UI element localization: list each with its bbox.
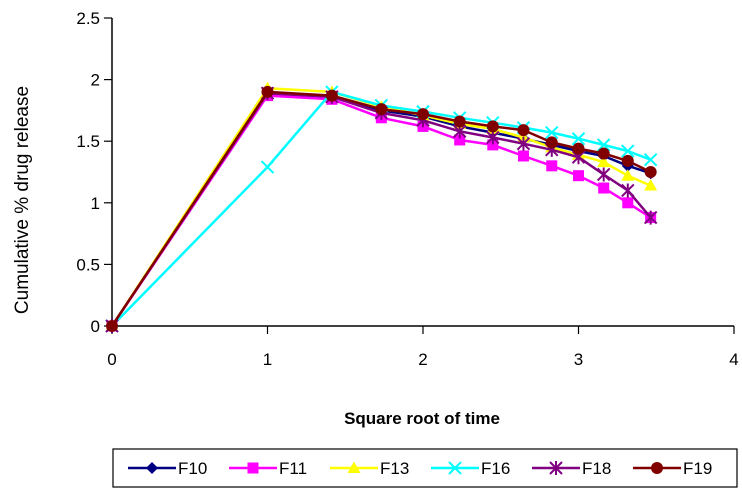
data-point-f19 [621,154,634,167]
y-tick-label: 2 [91,71,100,90]
x-tick-label: 0 [107,350,116,369]
legend-item-f19: F19 [633,459,712,478]
x-axis-title: Square root of time [344,409,500,428]
series-line-f10 [110,91,652,327]
data-point-f19 [597,147,610,160]
series-group [105,81,658,333]
legend-label: F13 [380,459,409,478]
data-point-f11 [573,170,584,182]
legend-marker [448,461,462,475]
y-tick-label: 0.5 [76,255,100,274]
legend-marker [247,462,259,474]
legend-item-f10: F10 [128,459,207,478]
data-point-f18 [486,130,500,145]
legend-item-f18: F18 [532,459,611,478]
data-point-f11 [598,182,610,194]
data-point-f18 [596,167,611,182]
legend: F10 F11 F13 F16 F18 F19 [112,448,738,488]
data-point-f16 [260,160,275,174]
data-point-f19 [325,89,338,102]
legend-label: F11 [279,459,307,478]
data-point-f19 [453,115,466,128]
data-point-f16 [545,125,559,140]
data-point-f16 [621,144,635,158]
x-tick-label: 3 [574,350,583,369]
data-point-f16 [596,138,611,152]
y-tick-label: 0 [91,317,100,336]
data-point-f19 [375,103,388,116]
data-point-f13 [597,155,611,168]
series-line-f18 [110,91,652,327]
data-point-f11 [622,197,634,209]
data-point-f19 [417,108,429,121]
data-point-f11 [546,160,558,172]
series-line-f19 [110,90,652,327]
legend-item-f11: F11 [229,459,307,478]
y-axis-title: Cumulative % drug release [12,86,33,314]
data-point-f11 [454,134,466,146]
y-tick-label: 1 [91,194,100,213]
series-f19 [106,85,657,332]
data-point-f19 [517,124,530,137]
data-point-f19 [572,142,585,155]
data-point-f19 [486,120,499,133]
x-tick-label: 1 [263,350,272,369]
y-tick-label: 1.5 [76,132,100,151]
y-ticks: 0 0.5 1 1.5 2 2.5 [76,9,112,336]
legend-marker [347,461,361,473]
series-line-f16 [111,90,652,327]
legend-item-f13: F13 [330,459,409,478]
x-tick-label: 2 [418,350,427,369]
data-point-f13 [621,169,635,181]
data-point-f19 [106,320,118,332]
legend-marker [549,461,563,475]
legend-item-f16: F16 [431,459,510,478]
data-point-f13 [644,179,658,191]
legend-marker [651,462,663,474]
legend-label: F19 [683,459,712,478]
data-point-f19 [261,85,274,98]
legend-marker [146,462,158,474]
legend-label: F16 [481,459,510,478]
x-tick-label: 4 [729,350,738,369]
data-point-f19 [644,166,657,178]
data-point-f16 [643,152,658,167]
series-line-f11 [110,94,652,327]
x-ticks: 0 1 2 3 4 [107,326,739,369]
data-point-f19 [545,136,558,149]
data-point-f18 [516,136,531,151]
data-point-f16 [571,132,586,146]
data-point-f18 [643,210,658,225]
legend-label: F10 [178,459,207,478]
axes [111,18,734,327]
y-tick-label: 2.5 [76,9,100,28]
data-point-f18 [621,183,635,198]
data-point-f11 [517,150,529,162]
data-point-f11 [487,139,499,151]
legend-label: F18 [582,459,611,478]
